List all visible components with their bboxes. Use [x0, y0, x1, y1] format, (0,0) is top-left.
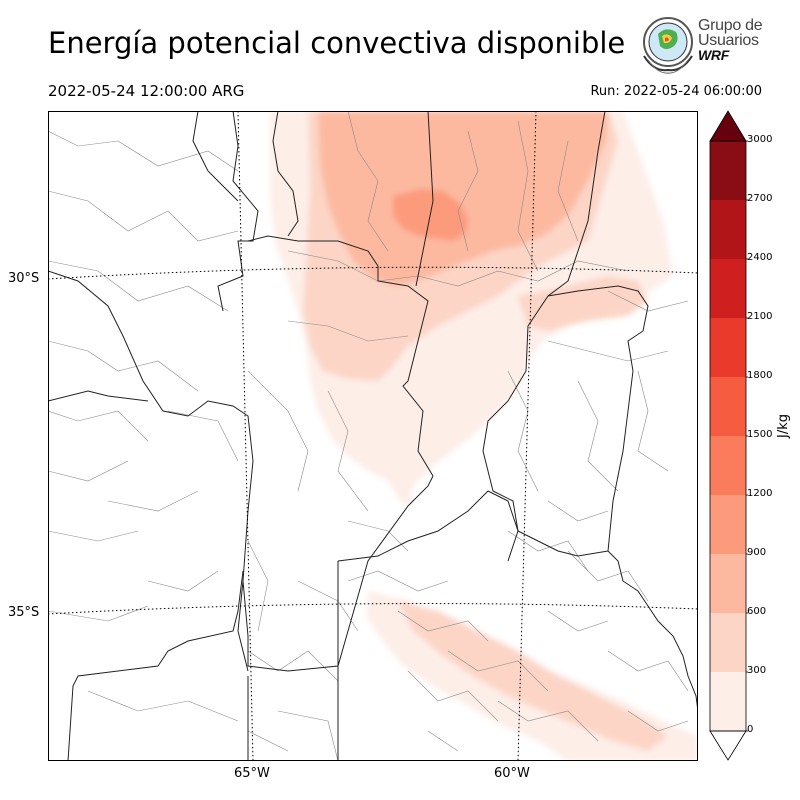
- colorbar-unit-label: J/kg: [776, 414, 791, 438]
- boundary-chaco-santiago: [415, 111, 434, 287]
- lat-label-35s: 35°S: [8, 605, 40, 620]
- boundary-sanluis: [67, 570, 244, 761]
- colorbar-level-2700-3000: [710, 141, 746, 200]
- coastline-riodelaplata: [607, 550, 698, 712]
- colorbar-over-triangle: [709, 110, 747, 142]
- logo-text: Grupo de Usuarios WRF: [698, 17, 763, 63]
- colorbar-tick-label: 900: [747, 547, 767, 558]
- colorbar-under-triangle: [709, 730, 747, 761]
- valid-time: 2022-05-24 12:00:00 ARG: [48, 82, 245, 100]
- colorbar-level-2400-2700: [710, 200, 746, 259]
- logo-line-1: Grupo de: [698, 17, 763, 34]
- colorbar-level-2100-2400: [710, 259, 746, 318]
- meridian-65w: [237, 111, 254, 761]
- boundary-lariojasantiago: [48, 270, 254, 672]
- boundary-catamarca-tucuman: [217, 111, 259, 312]
- cape-area-300-600-east: [518, 276, 648, 331]
- colorbar-tick-label: 2100: [747, 311, 773, 322]
- parallel-35s: [48, 603, 698, 615]
- cape-area-600-900: [318, 111, 608, 286]
- cape-map: [48, 111, 698, 761]
- colorbar-tick-label: 3000: [747, 134, 773, 145]
- globe-icon: [643, 17, 693, 74]
- colorbar-level-600-900: [710, 554, 746, 613]
- graticule: [48, 111, 698, 761]
- colorbar: [709, 110, 748, 761]
- department-boundaries: [48, 111, 689, 761]
- colorbar-tick-label: 1200: [747, 488, 773, 499]
- colorbar-tick-label: 2700: [747, 193, 773, 204]
- colorbar-level-0-300: [710, 672, 746, 731]
- lat-label-30s: 30°S: [8, 271, 40, 286]
- colorbar-tick-label: 0: [747, 724, 754, 735]
- logo-line-2: Usuarios: [698, 32, 759, 49]
- boundary-santiago-west: [238, 235, 434, 477]
- colorbar-level-1200-1500: [710, 436, 746, 495]
- colorbar-level-900-1200: [710, 495, 746, 554]
- boundary-cordoba-sanluis: [48, 390, 149, 402]
- colorbar-tick-label: 2400: [747, 252, 773, 263]
- cape-shading: [270, 111, 698, 761]
- wrf-users-logo: Grupo de Usuarios WRF: [638, 16, 768, 76]
- colorbar-tick-label: 1500: [747, 429, 773, 440]
- boundary-santiago-catamarca: [192, 111, 239, 202]
- map-frame: [48, 111, 698, 761]
- boundary-tucuman: [272, 111, 299, 237]
- map-title: Energía potencial convectiva disponible: [48, 26, 626, 60]
- colorbar-level-300-600: [710, 613, 746, 672]
- lon-label-60w: 60°W: [494, 766, 530, 781]
- colorbar-tick-label: 600: [747, 606, 767, 617]
- boundary-entre-rios: [547, 285, 649, 552]
- lon-label-65w: 65°W: [234, 766, 270, 781]
- province-boundaries: [48, 111, 698, 761]
- boundary-chaco-corrientes: [525, 111, 606, 372]
- logo-line-3: WRF: [698, 47, 729, 63]
- colorbar-level-1800-2100: [710, 318, 746, 377]
- parallel-30s: [48, 266, 698, 280]
- meridian-60w: [517, 111, 537, 761]
- colorbar-tick-label: 300: [747, 665, 767, 676]
- boundary-ba-north: [337, 490, 609, 562]
- colorbar-level-1500-1800: [710, 377, 746, 436]
- boundary-santafe-east: [482, 370, 527, 562]
- colorbar-tick-label: 1800: [747, 370, 773, 381]
- run-time: Run: 2022-05-24 06:00:00: [590, 84, 762, 99]
